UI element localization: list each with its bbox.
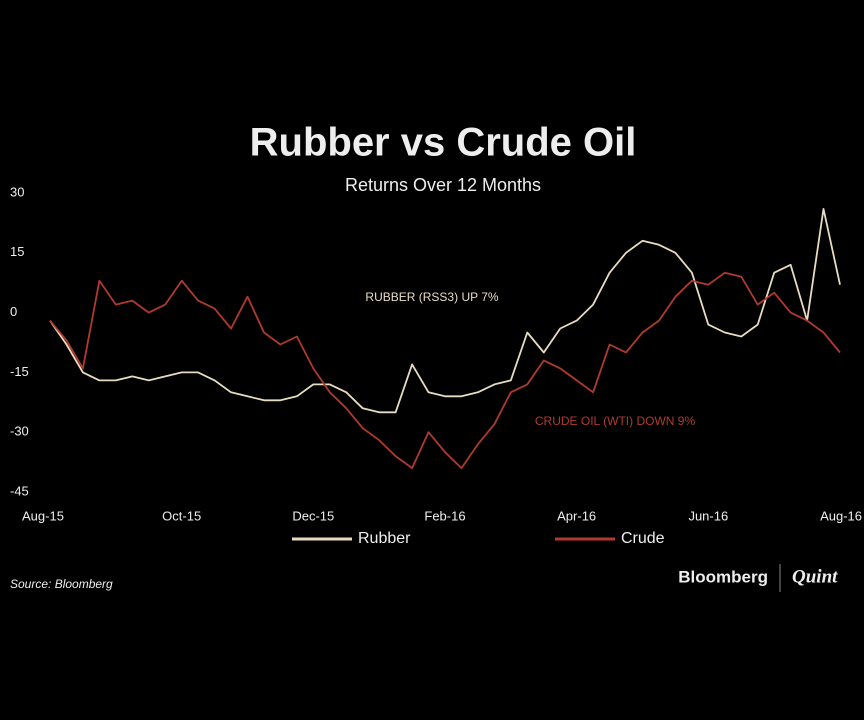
annotation: RUBBER (RSS3) UP 7% [365,290,498,304]
chart-subtitle: Returns Over 12 Months [345,175,541,195]
x-tick-label: Jun-16 [688,508,728,523]
legend-label: Rubber [358,530,411,547]
y-tick-label: 0 [10,304,17,319]
y-tick-label: -15 [10,364,29,379]
logo: Bloomberg [678,567,768,586]
x-tick-label: Oct-15 [162,508,201,523]
line-series [49,271,841,469]
chart-title: Rubber vs Crude Oil [250,121,637,165]
x-tick-label: Aug-15 [22,508,64,523]
annotation: CRUDE OIL (WTI) DOWN 9% [535,414,696,428]
logo: Quint [792,566,838,587]
x-tick-label: Feb-16 [424,508,465,523]
source: Source: Bloomberg [10,577,113,591]
legend-label: Crude [621,530,665,547]
y-tick-label: -45 [10,483,29,498]
line-series [49,208,841,414]
x-tick-label: Dec-15 [292,508,334,523]
y-tick-label: -30 [10,424,29,439]
y-tick-label: 30 [10,184,24,199]
x-tick-label: Apr-16 [557,508,596,523]
x-tick-label: Aug-16 [820,508,862,523]
y-tick-label: 15 [10,244,24,259]
